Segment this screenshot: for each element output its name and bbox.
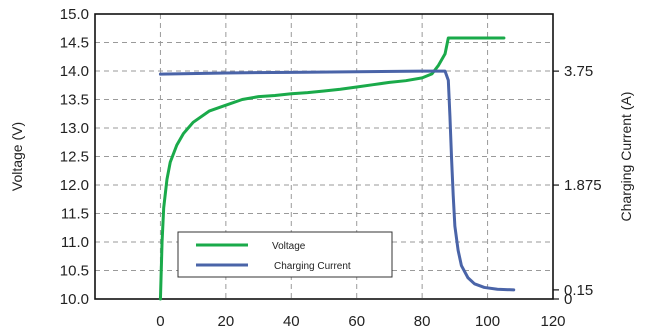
legend-box xyxy=(177,231,393,278)
x-tick-label: 100 xyxy=(475,313,500,330)
left-tick-label: 15.0 xyxy=(60,6,89,23)
left-tick-label: 10.0 xyxy=(60,291,89,308)
series-line-charging-current xyxy=(158,69,516,292)
chart-legend: Voltage Charging Current xyxy=(177,231,393,278)
left-tick-label: 10.5 xyxy=(60,263,89,280)
x-axis-ticks: 0 20 40 60 80 100 120 xyxy=(156,313,565,330)
right-tick-label: 3.75 xyxy=(564,63,593,80)
plot-area xyxy=(94,13,554,300)
left-tick-label: 13.0 xyxy=(60,120,89,137)
left-tick-label: 11.5 xyxy=(61,206,89,223)
series-line-voltage xyxy=(158,36,506,301)
x-tick-label: 60 xyxy=(348,313,365,330)
right-axis-ticks: 00.15 1.875 3.75 xyxy=(553,63,602,308)
right-tick-label: 1.875 xyxy=(564,177,602,194)
x-tick-label: 80 xyxy=(414,313,431,330)
right-tick-label: 0.15 xyxy=(564,282,593,299)
left-axis-ticks: 10.0 10.5 11.0 11.5 12.0 12.5 13.0 13.5 14.0 14.5… xyxy=(60,6,89,308)
right-tick-label: 0 xyxy=(564,291,572,308)
x-tick-label: 0 xyxy=(156,313,164,330)
left-tick-label: 13.5 xyxy=(60,92,89,109)
x-tick-label: 120 xyxy=(540,313,565,330)
left-tick-label: 12.0 xyxy=(60,177,89,194)
legend-label-voltage: Voltage xyxy=(272,241,306,252)
left-tick-label: 12.5 xyxy=(60,149,89,166)
left-tick-label: 14.0 xyxy=(60,63,89,80)
left-tick-label: 14.5 xyxy=(60,35,89,52)
left-axis-title: Voltage (V) xyxy=(9,122,25,191)
x-tick-label: 20 xyxy=(218,313,235,330)
x-tick-label: 40 xyxy=(283,313,300,330)
legend-label-charging-current: Charging Current xyxy=(274,261,351,272)
right-axis-title: Charging Current (A) xyxy=(618,92,634,222)
series-layer xyxy=(158,36,516,301)
left-tick-label: 11.0 xyxy=(61,234,89,251)
